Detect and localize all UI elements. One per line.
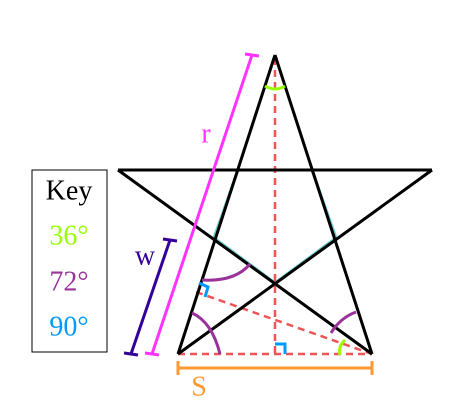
star — [117, 54, 433, 356]
r-label: r — [201, 118, 211, 149]
s-label: S — [191, 371, 207, 402]
key-entry: 90° — [49, 311, 88, 342]
w-label: w — [135, 240, 156, 271]
key-title: Key — [46, 175, 93, 206]
construction-lines — [178, 58, 373, 356]
dimension-lines — [123, 52, 374, 375]
key-entry: 36° — [49, 220, 88, 251]
angle-marks — [191, 84, 357, 356]
key-box — [31, 169, 108, 353]
key-entry: 72° — [49, 266, 88, 297]
